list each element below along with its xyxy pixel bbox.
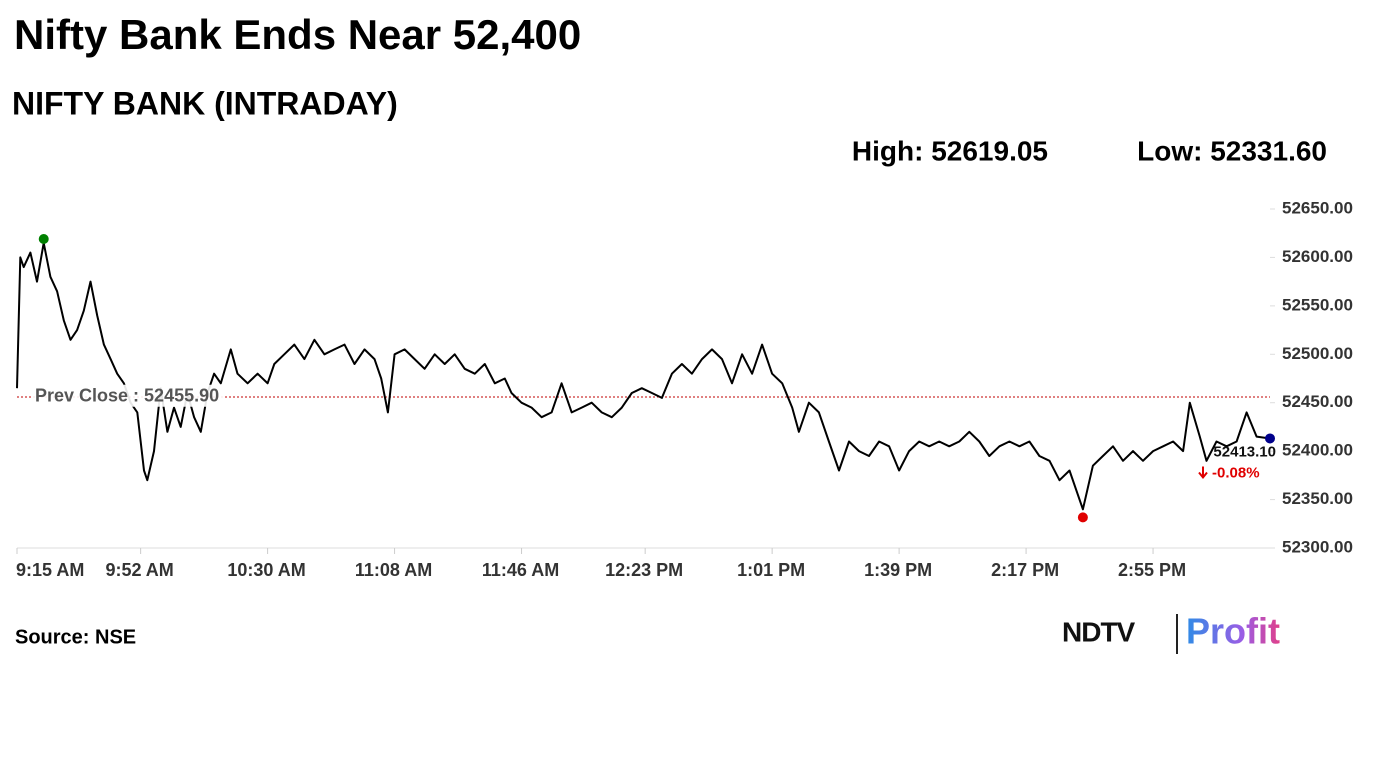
chart-subtitle: NIFTY BANK (INTRADAY) [12, 85, 398, 121]
y-tick-label: 52650.00 [1282, 198, 1353, 217]
high-marker [38, 233, 49, 244]
x-tick-label: 11:08 AM [355, 560, 432, 580]
x-tick-label: 9:52 AM [105, 560, 173, 580]
x-tick-label: 2:55 PM [1118, 560, 1186, 580]
y-tick-label: 52600.00 [1282, 247, 1353, 266]
y-tick-label: 52300.00 [1282, 537, 1353, 556]
low-marker [1077, 512, 1088, 523]
x-tick-label: 1:01 PM [737, 560, 805, 580]
source: Source: NSE [15, 626, 136, 648]
prev-close-label: Prev Close : 52455.90 [35, 386, 219, 406]
x-tick-label: 2:17 PM [991, 560, 1059, 580]
x-tick-label: 11:46 AM [482, 560, 559, 580]
change-label: -0.08% [1212, 464, 1260, 481]
prev-close-label-bg [31, 384, 224, 407]
high-label: High: 52619.05 [852, 135, 1048, 166]
x-tick-label: 1:39 PM [864, 560, 932, 580]
y-tick-label: 52450.00 [1282, 392, 1353, 411]
logo-product: Profit [1186, 611, 1280, 652]
x-tick-label: 10:30 AM [227, 560, 305, 580]
chart-title: Nifty Bank Ends Near 52,400 [14, 11, 581, 58]
low-label: Low: 52331.60 [1137, 135, 1327, 166]
x-tick-label: 9:15 AM [16, 560, 84, 580]
last-value-label: 52413.10 [1213, 443, 1276, 460]
y-tick-label: 52500.00 [1282, 344, 1353, 363]
x-tick-label: 12:23 PM [605, 560, 683, 580]
y-tick-label: 52350.00 [1282, 489, 1353, 508]
price-line [16, 241, 1271, 511]
last-marker [1265, 433, 1275, 444]
change-arrow [1198, 466, 1208, 480]
y-tick-label: 52550.00 [1282, 295, 1353, 314]
y-tick-label: 52400.00 [1282, 441, 1353, 460]
logo-brand: NDTV [1062, 616, 1136, 647]
